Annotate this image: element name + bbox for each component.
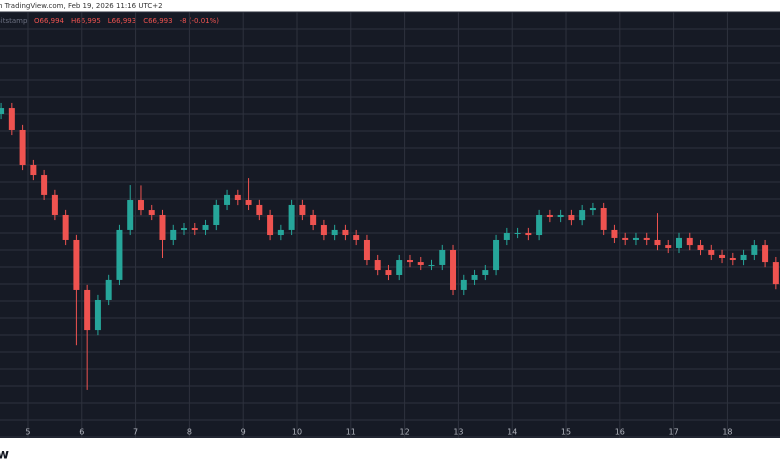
x-tick-label: 16 [615, 428, 625, 437]
candle-body [460, 279, 467, 290]
candle-body [536, 214, 543, 236]
candle-body [213, 204, 220, 226]
candle-body [762, 245, 769, 263]
candle-body [84, 289, 91, 331]
candle-body [396, 260, 403, 275]
candle-body [428, 264, 435, 266]
candle-body [0, 108, 5, 114]
candle-body [643, 237, 650, 240]
candle-body [772, 262, 779, 285]
candle-body [127, 200, 134, 230]
x-tick-label: 13 [453, 428, 463, 437]
candle-body [41, 175, 48, 195]
candle-body [471, 274, 478, 280]
candle-body [557, 214, 564, 218]
candle-body [224, 194, 231, 205]
candle-body [245, 200, 252, 205]
x-tick-label: 5 [25, 428, 30, 437]
candle-body [514, 233, 521, 234]
candle-body [62, 214, 69, 240]
ohlc-legend: O66,994 H66,995 L66,993 C66,993 -8 (-0.01%) [34, 17, 219, 25]
candle-body [170, 229, 177, 240]
candle-body [622, 237, 629, 240]
candle-body [94, 299, 101, 331]
candle-body [310, 214, 317, 226]
plot-background [0, 12, 780, 438]
x-tick-label: 17 [669, 428, 679, 437]
candle-body [525, 233, 532, 236]
candle-body [632, 237, 639, 240]
candle-body [159, 214, 166, 240]
header: n TradingView.com, Feb 19, 2026 11:16 UT… [0, 2, 163, 10]
ohlc-value: -8 (-0.01%) [180, 17, 220, 25]
candle-body [51, 194, 58, 215]
candle-body [503, 233, 510, 240]
candle-body [439, 250, 446, 265]
candle-body [8, 108, 15, 130]
candle-body [19, 129, 26, 165]
candle-body [493, 239, 500, 271]
candle-body [363, 239, 370, 261]
candle-body [105, 279, 112, 300]
candle-body [751, 245, 758, 255]
candle-body [406, 260, 413, 263]
candle-body [385, 270, 392, 275]
candle-body [579, 210, 586, 221]
candle-body [353, 235, 360, 240]
candle-body [191, 228, 198, 230]
candle-body [256, 204, 263, 215]
candle-body [342, 229, 349, 236]
x-tick-label: 6 [79, 428, 84, 437]
candle-body [600, 208, 607, 230]
candle-body [654, 239, 661, 246]
candle-body [676, 237, 683, 248]
candle-body [708, 250, 715, 255]
candle-body [589, 208, 596, 211]
x-tick-label: 9 [241, 428, 246, 437]
candle-body [374, 260, 381, 271]
candle-body [611, 229, 618, 238]
candle-body [482, 270, 489, 275]
x-tick-label: 10 [292, 428, 302, 437]
footer-logo: w [0, 448, 9, 463]
candle-body [320, 225, 327, 236]
candle-body [202, 225, 209, 230]
candle-body [697, 245, 704, 250]
candle-body [30, 165, 37, 176]
symbol: Bitstamp [0, 17, 28, 25]
x-tick-label: 7 [133, 428, 138, 437]
ohlc-value: H66,995 [71, 17, 101, 25]
x-tick-label: 8 [187, 428, 192, 437]
x-tick-label: 11 [346, 428, 356, 437]
candle-body [665, 245, 672, 248]
x-tick-label: 18 [722, 428, 732, 437]
candle-body [277, 229, 284, 236]
ohlc-value: L66,993 [108, 17, 136, 25]
candle-body [181, 228, 188, 230]
candle-body [729, 257, 736, 261]
candle-body [546, 214, 553, 218]
x-tick-label: 12 [400, 428, 410, 437]
candle-body [719, 254, 726, 258]
candle-body [686, 237, 693, 246]
ohlc-value: C66,993 [143, 17, 172, 25]
candle-body [299, 204, 306, 215]
candle-body [148, 210, 155, 215]
candle-body [450, 250, 457, 290]
candle-body [568, 214, 575, 221]
ohlc-value: O66,994 [34, 17, 65, 25]
candle-body [267, 214, 274, 236]
x-tick-label: 14 [507, 428, 517, 437]
candle-body [137, 200, 144, 211]
x-tick-label: 15 [561, 428, 571, 437]
candle-body [73, 239, 80, 290]
candle-body [740, 254, 747, 261]
candle-body [288, 204, 295, 230]
candle-body [417, 262, 424, 265]
candle-body [331, 229, 338, 236]
candle-body [234, 194, 241, 201]
candle-body [116, 229, 123, 280]
